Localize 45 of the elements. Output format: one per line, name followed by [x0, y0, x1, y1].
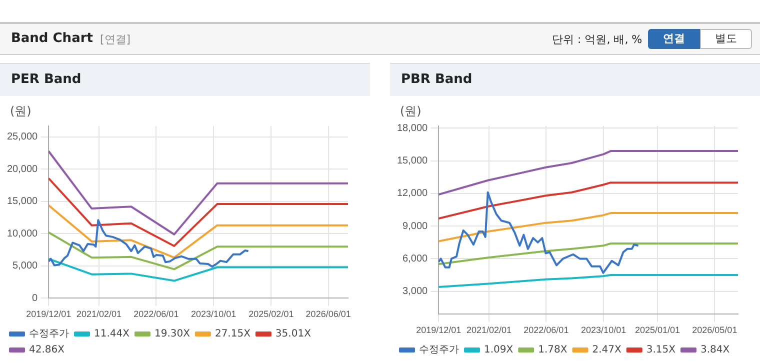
- x-tick-label: 2026/05/01: [692, 325, 738, 336]
- legend-label: 11.44X: [94, 328, 130, 340]
- legend-label: 42.86X: [29, 344, 65, 356]
- y-tick-label: 5,000: [12, 260, 38, 272]
- legend-label: 2.47X: [592, 344, 622, 356]
- y-tick-label: 0: [32, 292, 38, 304]
- y-tick-label: 25,000: [6, 132, 38, 143]
- legend-label: 3.84X: [700, 344, 730, 356]
- text: 별도: [700, 29, 752, 49]
- x-tick-label: 2023/10/01: [581, 325, 626, 336]
- chart-title: PBR Band: [390, 63, 760, 96]
- y-axis-title: (원): [400, 104, 422, 118]
- text: [연결]: [100, 32, 131, 47]
- x-tick-label: 2022/06/01: [134, 309, 179, 320]
- legend-label: 19.30X: [154, 328, 190, 340]
- x-tick-label: 2023/10/01: [191, 309, 236, 320]
- y-tick-label: 20,000: [6, 164, 38, 175]
- x-tick-label: 2022/06/01: [524, 325, 569, 336]
- y-tick-label: 18,000: [396, 122, 428, 134]
- chart-title: PER Band: [0, 63, 370, 96]
- text: Band Chart: [11, 31, 93, 46]
- y-tick-label: 15,000: [396, 156, 428, 167]
- x-tick-label: 2019/12/01: [26, 309, 72, 320]
- y-axis-title: (원): [10, 104, 32, 118]
- y-tick-label: 3,000: [402, 286, 428, 298]
- y-tick-label: 9,000: [402, 220, 428, 232]
- y-tick-label: 12,000: [396, 188, 428, 200]
- legend-label: 35.01X: [275, 328, 312, 340]
- x-tick-label: 2026/06/01: [306, 309, 351, 320]
- x-tick-label: 2019/12/01: [416, 325, 462, 336]
- y-tick-label: 6,000: [402, 253, 428, 264]
- legend-label: 수정주가: [419, 344, 459, 356]
- x-tick-label: 2025/01/01: [634, 325, 680, 336]
- text: 단위 : 억원, 배, %: [552, 32, 642, 47]
- text: 연결: [648, 29, 700, 49]
- y-tick-label: 10,000: [6, 228, 38, 240]
- legend-label: 수정주가: [29, 328, 69, 340]
- x-tick-label: 2021/02/01: [76, 309, 122, 320]
- x-tick-label: 2025/02/01: [248, 309, 294, 320]
- x-tick-label: 2021/02/01: [466, 325, 512, 336]
- legend-label: 27.15X: [214, 328, 251, 340]
- legend-label: 1.09X: [484, 344, 514, 356]
- legend-label: 3.15X: [646, 344, 676, 356]
- y-tick-label: 15,000: [6, 196, 38, 208]
- legend-label: 1.78X: [538, 344, 568, 356]
